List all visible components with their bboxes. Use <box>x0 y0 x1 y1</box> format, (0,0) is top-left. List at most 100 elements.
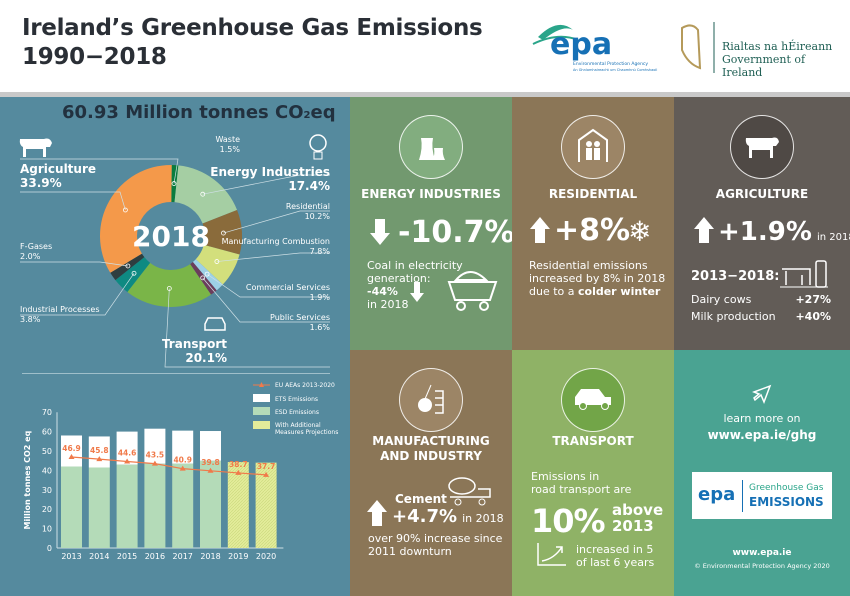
milk-row: Milk production +40% <box>691 310 831 323</box>
aea-point <box>68 454 75 460</box>
bar-esd-2014 <box>88 467 110 548</box>
epa-leaf-icon <box>532 24 579 45</box>
gov-line-2: Government of Ireland <box>722 53 806 79</box>
leader-line <box>20 273 135 316</box>
donut-chart: 2018 <box>20 158 330 368</box>
aea-data-label: 45.8 <box>90 446 109 455</box>
bar-esd-2017 <box>172 463 194 548</box>
donut-slice-energy-industries <box>174 165 238 224</box>
donut-slice-manufacturing-combustion <box>195 244 240 285</box>
y-tick-label: 30 <box>42 486 52 495</box>
dairy-cow-milk-icon <box>780 260 828 288</box>
y-tick-label: 10 <box>42 525 52 534</box>
ghg-link[interactable]: www.epa.ie/ghg <box>707 428 817 442</box>
slice-marker <box>166 286 172 291</box>
aea-point <box>235 469 242 475</box>
aea-point <box>207 467 214 473</box>
energy-change: -10.7% <box>398 215 515 250</box>
slice-label-waste: Waste 1.5% <box>215 135 240 154</box>
panel-title: ENERGY INDUSTRIES <box>361 187 501 201</box>
arrow-up-icon <box>530 217 550 243</box>
y-tick-label: 20 <box>42 505 52 514</box>
family-house-icon <box>561 115 625 179</box>
slice-label-energy-industries: Energy Industries 17.4% <box>210 165 330 193</box>
bar-ets-2016 <box>144 428 166 464</box>
wrecking-ball-icon <box>399 368 463 432</box>
trend-up-icon <box>537 543 566 566</box>
slice-marker <box>171 181 177 186</box>
slice-label-industrial-processes: Industrial Processes 3.8% <box>20 305 100 324</box>
coal-cart-icon <box>447 271 498 311</box>
aea-data-label: 43.5 <box>146 451 165 460</box>
aea-point <box>179 465 186 471</box>
period-label: 2013−2018: <box>691 269 780 284</box>
leader-line <box>164 288 330 368</box>
bar-ets-2015 <box>116 431 138 465</box>
slice-marker <box>200 191 206 197</box>
section-divider <box>22 373 330 374</box>
car-icon <box>561 368 625 432</box>
epa-site-link[interactable]: www.epa.ie <box>732 548 792 558</box>
bar-esd-2016 <box>144 463 166 548</box>
leader-line <box>216 252 330 262</box>
government-logo: Rialtas na hÉireann Government of Irelan… <box>670 20 840 79</box>
arrow-down-icon <box>370 219 390 245</box>
aea-point <box>96 456 103 462</box>
y-tick-label: 60 <box>42 428 52 437</box>
bar-chart: 0 10 20 30 40 50 60 70 Million tonnes CO2 eq 2013… <box>23 382 338 561</box>
leader-line <box>206 273 330 298</box>
x-tick-label: 2016 <box>145 552 165 561</box>
epa-logo-sub: Environmental Protection Agency <box>573 62 649 67</box>
arrow-up-icon <box>694 217 714 243</box>
residential-text: Residential emissions increased by 8% in … <box>529 259 666 298</box>
cement-change: +4.7% in 2018 <box>392 506 504 527</box>
manufacturing-panel: MANUFACTURING AND INDUSTRY Cement +4.7% i… <box>350 350 512 596</box>
leader-line <box>223 210 330 234</box>
epa-logo[interactable]: epa Environmental Protection Agency An G… <box>528 12 657 74</box>
emissions-overview-panel: 60.93 Million tonnes CO2eq 2018 Waste 1.5… <box>0 97 350 596</box>
harp-icon <box>681 22 715 73</box>
lightbulb-icon <box>309 134 327 160</box>
x-tick-label: 2018 <box>200 552 220 561</box>
aea-data-label: 46.9 <box>62 444 81 453</box>
bar-esd-2018 <box>200 460 221 548</box>
bar-projection-2020 <box>255 462 277 548</box>
epa-logo-text: epa <box>550 27 613 62</box>
cursor-arrow-icon <box>752 384 772 404</box>
slice-label-commercial-services: Commercial Services 1.9% <box>245 283 330 302</box>
slice-marker <box>204 271 210 277</box>
ghg-emissions-badge[interactable]: epa Greenhouse Gas EMISSIONS <box>692 472 832 519</box>
aea-data-label: 40.9 <box>173 456 192 465</box>
bar-ets-2017 <box>172 430 194 464</box>
slice-marker <box>221 230 226 236</box>
leader-line <box>20 158 179 184</box>
x-tick-label: 2015 <box>117 552 137 561</box>
y-axis-label: Million tonnes CO2 eq <box>23 430 32 529</box>
cement-label: Cement <box>395 492 447 506</box>
donut-slice-residential <box>202 209 242 255</box>
panel-title: TRANSPORT <box>552 434 634 448</box>
transport-trend-text: increased in 5 of last 6 years <box>576 543 655 569</box>
aea-point <box>263 471 270 477</box>
energy-industries-panel: ENERGY INDUSTRIES -10.7% Coal in electri… <box>350 97 515 350</box>
aea-data-label: 44.6 <box>118 448 137 457</box>
transport-panel: TRANSPORT Emissions in road transport are… <box>512 350 674 596</box>
aea-data-label: 39.8 <box>201 458 220 467</box>
title-line-1: Ireland’s Greenhouse Gas Emissions <box>22 15 483 41</box>
slice-label-residential: Residential 10.2% <box>285 202 330 221</box>
aea-point <box>151 460 158 466</box>
legend-label: ETS Emissions <box>275 396 318 403</box>
copyright: © Environmental Protection Agency 2020 <box>694 562 830 570</box>
manufacturing-text: over 90% increase since 2011 downturn <box>368 532 503 558</box>
donut-center-label: 2018 <box>132 220 210 253</box>
bar-esd-2013 <box>61 466 82 548</box>
cow-icon <box>730 115 794 179</box>
badge-epa-logo: epa <box>698 484 736 505</box>
leader-line <box>20 191 126 211</box>
slice-marker <box>214 259 220 264</box>
power-plant-icon <box>399 115 463 179</box>
donut-slice-f-gases <box>110 253 145 281</box>
arrow-up-icon <box>367 500 387 526</box>
learn-more-panel: learn more on www.epa.ie/ghg epa Greenho… <box>674 350 850 596</box>
residential-panel: RESIDENTIAL +8% ❄ Residential emissions i… <box>512 97 674 350</box>
